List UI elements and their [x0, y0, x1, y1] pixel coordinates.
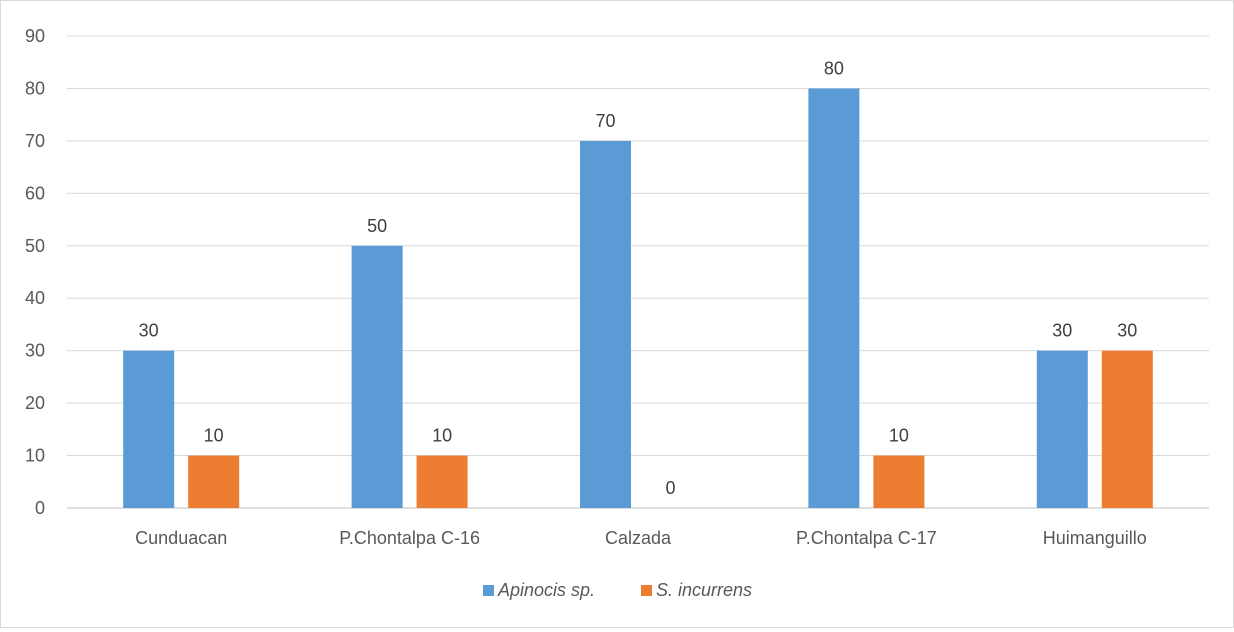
y-tick-label: 40: [25, 288, 45, 308]
y-tick-label: 50: [25, 236, 45, 256]
bar: [873, 455, 925, 508]
bar: [351, 245, 403, 508]
bar: [580, 140, 631, 508]
y-axis-ticks: 0 10 20 30 40 50 60 70 80 90: [25, 26, 45, 518]
data-label: 10: [432, 426, 452, 446]
data-label: 30: [1117, 321, 1137, 341]
data-label: 80: [824, 58, 844, 78]
y-tick-label: 70: [25, 131, 45, 151]
gridlines: [67, 35, 1209, 509]
data-label: 0: [665, 478, 675, 498]
y-tick-label: 60: [25, 183, 45, 203]
category-label: P.Chontalpa C-16: [339, 528, 480, 548]
data-labels: 30 10 50 10 70 0 80 10 30 30: [139, 58, 1138, 498]
y-tick-label: 30: [25, 341, 45, 361]
data-label: 10: [204, 426, 224, 446]
y-tick-label: 20: [25, 393, 45, 413]
data-label: 10: [889, 426, 909, 446]
data-label: 70: [595, 111, 615, 131]
bar: [1036, 350, 1088, 508]
bar: [1101, 350, 1153, 508]
bar: [123, 350, 175, 508]
category-label: Calzada: [605, 528, 672, 548]
data-label: 30: [1052, 321, 1072, 341]
bar: [416, 455, 468, 508]
bars: [123, 88, 1153, 508]
y-tick-label: 0: [35, 498, 45, 518]
y-tick-label: 10: [25, 446, 45, 466]
bar: [188, 455, 240, 508]
legend-label: S. incurrens: [656, 580, 752, 600]
y-tick-label: 90: [25, 26, 45, 46]
category-label: Cunduacan: [135, 528, 227, 548]
legend: Apinocis sp. S. incurrens: [483, 580, 752, 600]
category-label: P.Chontalpa C-17: [796, 528, 937, 548]
legend-swatch: [641, 585, 652, 596]
y-tick-label: 80: [25, 78, 45, 98]
category-label: Huimanguillo: [1043, 528, 1147, 548]
data-label: 30: [139, 321, 159, 341]
data-label: 50: [367, 216, 387, 236]
legend-label: Apinocis sp.: [497, 580, 595, 600]
legend-swatch: [483, 585, 494, 596]
x-axis-categories: Cunduacan P.Chontalpa C-16 Calzada P.Chonta…: [135, 528, 1147, 548]
bar: [808, 88, 860, 508]
